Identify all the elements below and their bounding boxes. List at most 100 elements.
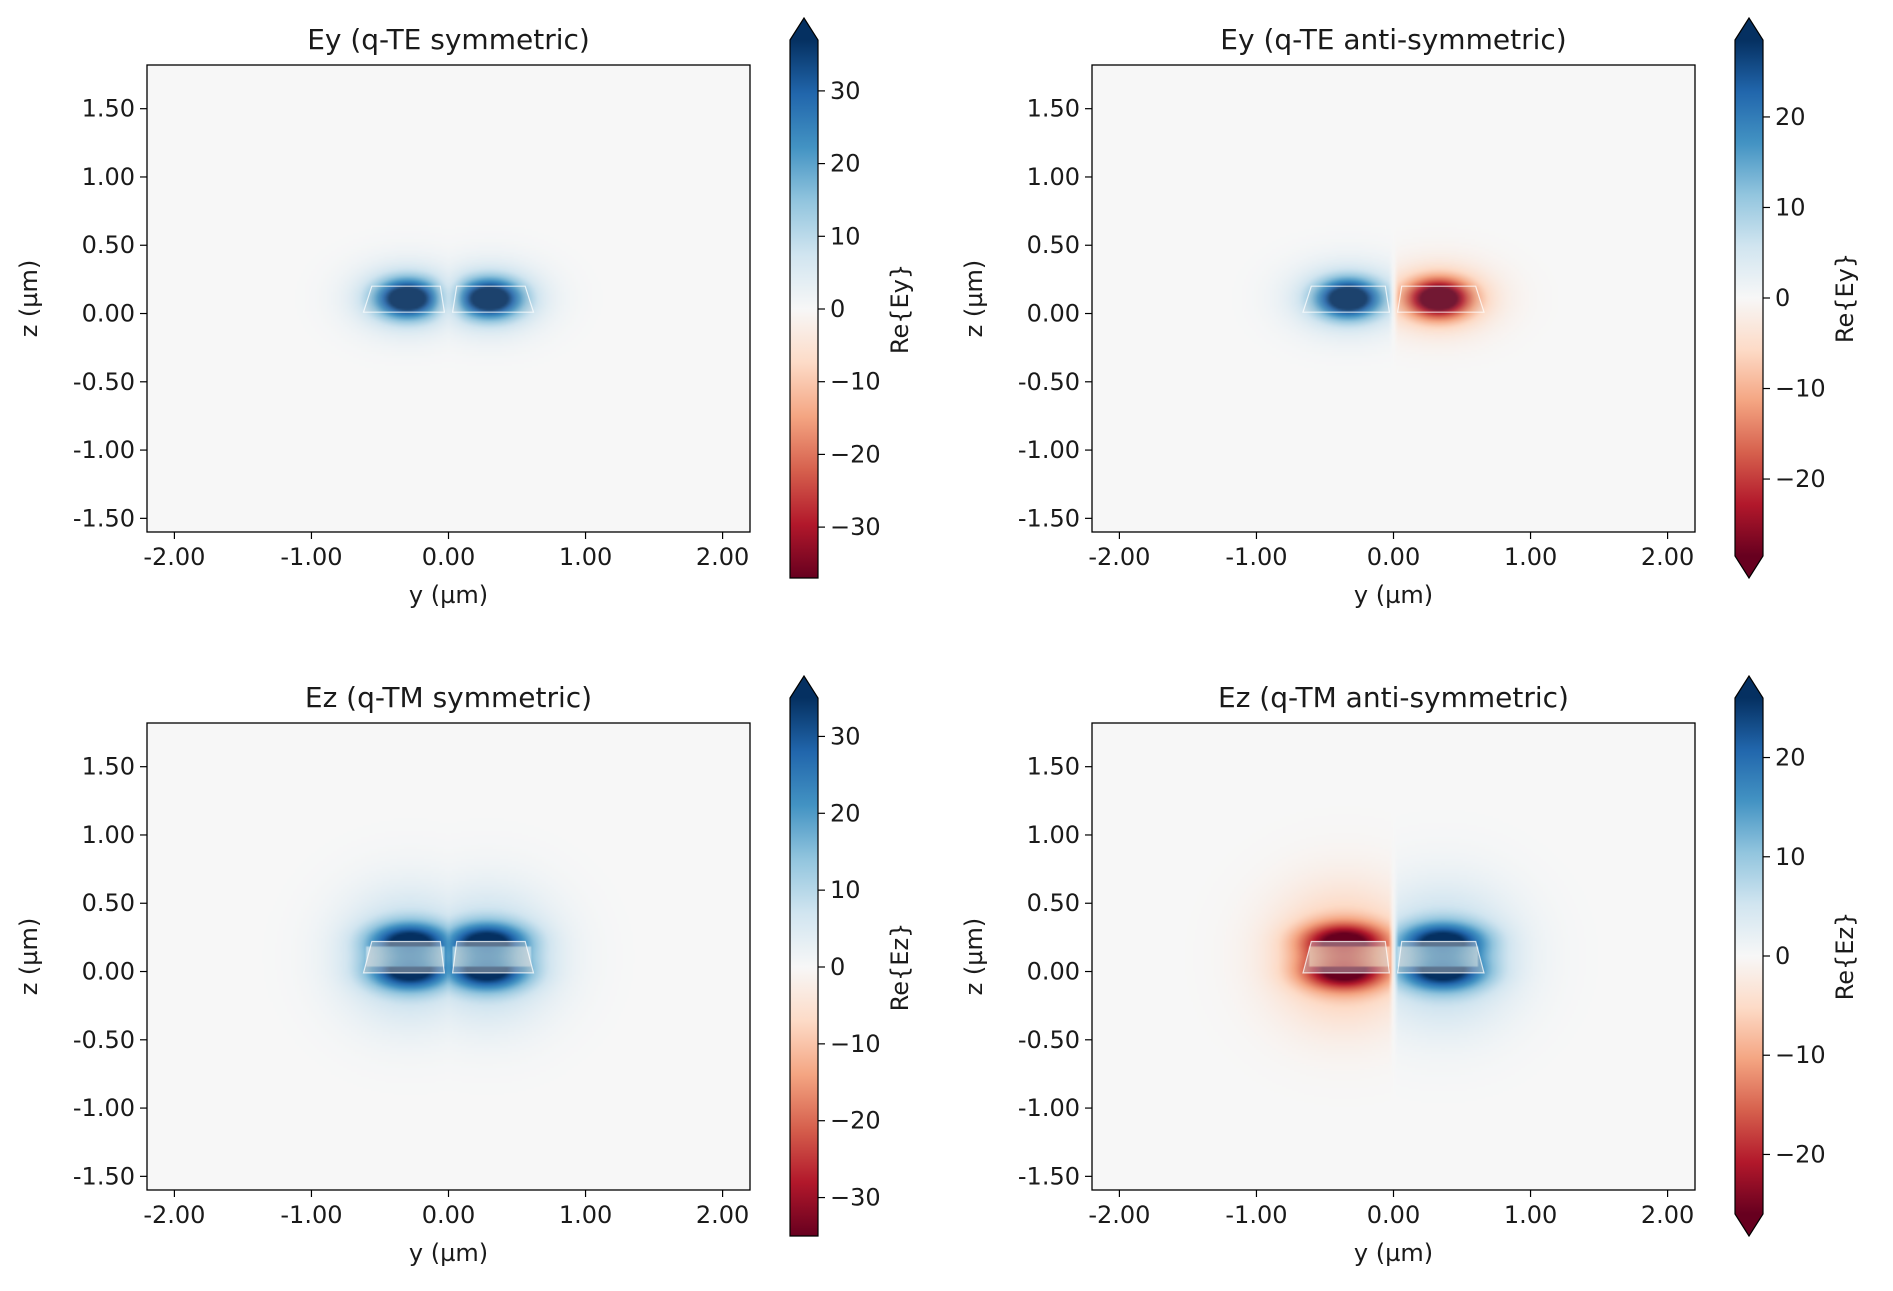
field-heatmap	[147, 65, 750, 532]
x-tick-label: 0.00	[422, 543, 475, 571]
colorbar: 20 10 0 −10 −20 Re{Ey}	[1734, 16, 1859, 580]
y-tick-label: -1.50	[73, 1162, 135, 1190]
colorbar: 30 20 10 0 −10 −20 −30 Re{Ez}	[789, 674, 914, 1237]
colorbar-extend-upper	[1735, 18, 1763, 40]
x-tick-label: 2.00	[1641, 1201, 1694, 1229]
panel-title: Ey (q-TE symmetric)	[307, 23, 590, 56]
y-tick-label: -1.00	[73, 436, 135, 464]
colorbar-tick-label: −20	[830, 1107, 881, 1135]
y-tick-label: 0.00	[82, 300, 135, 328]
x-tick-label: 2.00	[1641, 543, 1694, 571]
colorbar-tick-label: 10	[1775, 193, 1806, 221]
colorbar-tick-label: −10	[830, 368, 881, 396]
y-tick-label: 1.00	[1027, 821, 1080, 849]
colorbar-extend-upper	[790, 18, 818, 40]
y-tick-label: 0.50	[82, 231, 135, 259]
y-tick-label: 1.50	[1027, 95, 1080, 123]
waveguide-core-left	[362, 285, 446, 313]
x-tick-label: -1.00	[280, 1201, 342, 1229]
y-tick-label: 1.50	[82, 753, 135, 781]
colorbar-extend-lower	[1735, 1214, 1763, 1236]
colorbar-tick-label: −10	[1775, 375, 1826, 403]
colorbar-extend-upper	[1735, 676, 1763, 698]
x-tick-label: 0.00	[1367, 543, 1420, 571]
y-tick-label: 1.00	[82, 163, 135, 191]
waveguide-core-right	[451, 285, 535, 313]
y-tick-label: 1.00	[1027, 163, 1080, 191]
colorbar-tick-label: −10	[830, 1030, 881, 1058]
colorbar-tick-label: 10	[1775, 843, 1806, 871]
x-axis-label: y (µm)	[1354, 581, 1433, 609]
colorbar-tick-label: 0	[1775, 284, 1790, 312]
colorbar-tick-label: 20	[830, 150, 861, 178]
y-tick-label: -0.50	[1018, 368, 1080, 396]
colorbar-tick-label: −30	[830, 513, 881, 541]
y-tick-label: -1.00	[1018, 1094, 1080, 1122]
waveguide-core-right	[1396, 285, 1485, 313]
x-tick-label: 2.00	[696, 543, 749, 571]
y-tick-label: 1.50	[82, 95, 135, 123]
x-tick-label: 0.00	[1367, 1201, 1420, 1229]
waveguide-core-left	[1302, 285, 1391, 313]
x-tick-label: -2.00	[143, 1201, 205, 1229]
colorbar-tick-label: 20	[830, 799, 861, 827]
colorbar-outline	[1734, 16, 1764, 580]
panel-title: Ey (q-TE anti-symmetric)	[1220, 23, 1566, 56]
field-heatmap	[1092, 65, 1695, 532]
colorbar-label: Re{Ey}	[1831, 253, 1859, 343]
waveguide-core-left	[362, 940, 446, 974]
colorbar-outline	[1734, 674, 1764, 1238]
colorbar-gradient	[790, 40, 818, 578]
colorbar-tick-label: 10	[830, 222, 861, 250]
colorbar-gradient	[790, 698, 818, 1236]
y-tick-label: -1.00	[73, 1094, 135, 1122]
colorbar-tick-label: 0	[830, 953, 845, 981]
y-tick-label: -1.00	[1018, 436, 1080, 464]
y-tick-label: 1.50	[1027, 753, 1080, 781]
panel-title: Ez (q-TM anti-symmetric)	[1218, 681, 1569, 714]
panel-3: -2.00 -1.00 0.00 1.00 2.00 1.50 1.00 0.50 0.00 -0…	[15, 674, 914, 1267]
panel-title: Ez (q-TM symmetric)	[305, 681, 592, 714]
y-tick-label: -1.50	[1018, 1162, 1080, 1190]
colorbar: 20 10 0 −10 −20 Re{Ez}	[1734, 674, 1859, 1238]
y-tick-label: -1.50	[73, 504, 135, 532]
colorbar-label: Re{Ey}	[886, 264, 914, 354]
x-axis-label: y (µm)	[409, 1239, 488, 1267]
waveguide-core-right	[1396, 940, 1485, 974]
y-tick-label: 0.50	[1027, 231, 1080, 259]
x-tick-label: 1.00	[1504, 1201, 1557, 1229]
colorbar-tick-label: −20	[1775, 465, 1826, 493]
colorbar-tick-label: 30	[830, 722, 861, 750]
y-axis-label: z (µm)	[15, 918, 43, 996]
colorbar-tick-label: 0	[830, 295, 845, 323]
colorbar-tick-label: 20	[1775, 103, 1806, 131]
y-tick-label: 1.00	[82, 821, 135, 849]
x-tick-label: -2.00	[1088, 1201, 1150, 1229]
panel-1: -2.00 -1.00 0.00 1.00 2.00 1.50 1.00 0.50 0.00 -0…	[15, 16, 914, 609]
panel-4: -2.00 -1.00 0.00 1.00 2.00 1.50 1.00 0.50 0.00 -0…	[960, 674, 1859, 1267]
x-tick-label: -1.00	[1225, 1201, 1287, 1229]
y-tick-label: -1.50	[1018, 504, 1080, 532]
waveguide-core-left	[1302, 940, 1391, 974]
colorbar-tick-label: −30	[830, 1184, 881, 1212]
colorbar-label: Re{Ez}	[1831, 912, 1859, 1001]
x-tick-label: 2.00	[696, 1201, 749, 1229]
x-tick-label: -2.00	[143, 543, 205, 571]
y-tick-label: -0.50	[1018, 1026, 1080, 1054]
colorbar-tick-label: −10	[1775, 1041, 1826, 1069]
y-tick-label: 0.00	[1027, 300, 1080, 328]
x-tick-label: 1.00	[559, 543, 612, 571]
y-axis-label: z (µm)	[960, 260, 988, 338]
y-tick-label: -0.50	[73, 368, 135, 396]
x-tick-label: -1.00	[280, 543, 342, 571]
colorbar-tick-label: 0	[1775, 942, 1790, 970]
colorbar-label: Re{Ez}	[886, 923, 914, 1012]
y-tick-label: 0.00	[82, 958, 135, 986]
y-tick-label: 0.50	[82, 889, 135, 917]
colorbar-gradient	[1735, 40, 1763, 556]
colorbar: 30 20 10 0 −10 −20 −30 Re{Ey}	[789, 16, 914, 579]
x-axis-label: y (µm)	[1354, 1239, 1433, 1267]
colorbar-tick-label: 20	[1775, 744, 1806, 772]
x-tick-label: -2.00	[1088, 543, 1150, 571]
